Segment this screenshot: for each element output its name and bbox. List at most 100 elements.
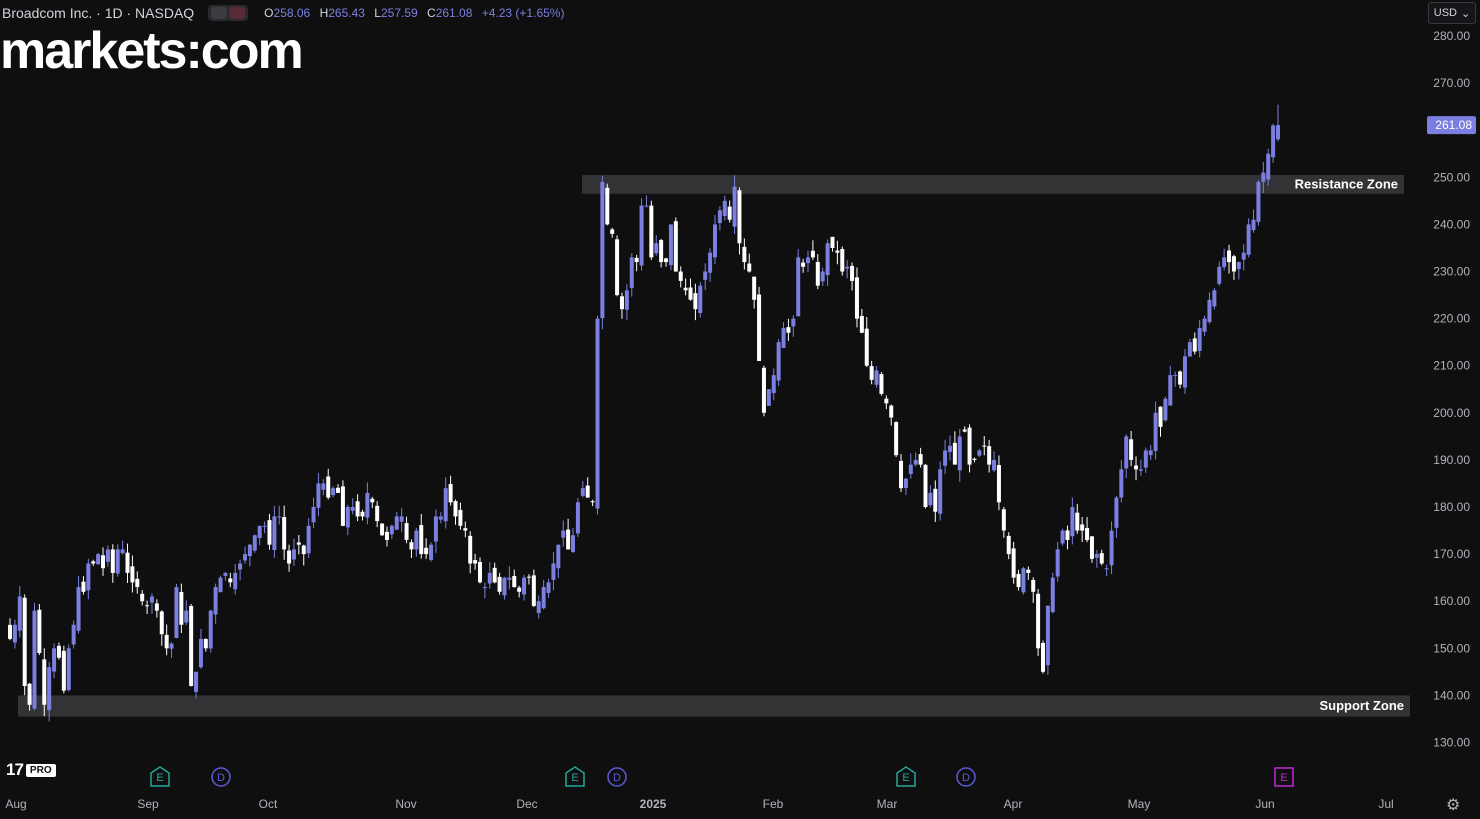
candle-body — [747, 263, 752, 272]
candle-body — [801, 262, 806, 267]
event-label: D — [217, 772, 225, 784]
candle-body — [571, 535, 576, 553]
candle-body — [708, 252, 713, 273]
candle-body — [1276, 125, 1280, 140]
candle-body — [840, 248, 845, 272]
candle-body — [52, 648, 57, 672]
candle-body — [712, 224, 717, 258]
candle-body — [164, 634, 169, 649]
candle-body — [634, 257, 639, 263]
zone-band — [18, 695, 1410, 717]
dividend-event-icon[interactable] — [607, 767, 627, 787]
candle-body — [61, 650, 66, 691]
candle-body — [316, 483, 321, 508]
symbol-title[interactable]: Broadcom Inc. · 1D · NASDAQ — [2, 5, 195, 21]
hide-icon[interactable] — [229, 7, 246, 19]
candle-body — [194, 671, 199, 692]
candle-body — [615, 239, 620, 296]
candle-body — [110, 549, 115, 573]
candle-body — [1153, 412, 1158, 451]
tradingview-logo[interactable]: 17 PRO — [6, 760, 56, 780]
candle-body — [1099, 553, 1104, 564]
candle-body — [252, 535, 257, 551]
candle-body — [566, 529, 571, 550]
upcoming-earnings-event-icon[interactable] — [1274, 767, 1294, 787]
candle-body — [384, 531, 389, 540]
candle-body — [649, 205, 654, 258]
candle-body — [820, 271, 825, 282]
candle-body — [414, 530, 419, 550]
candle-body — [247, 544, 252, 557]
candle-body — [610, 229, 615, 234]
currency-selector[interactable]: USD ⌄ — [1428, 2, 1476, 24]
candle-body — [742, 246, 747, 263]
candle-body — [923, 464, 928, 507]
candle-body — [899, 460, 904, 489]
candle-body — [76, 587, 81, 631]
zones-layer: Resistance Zone Support Zone — [18, 174, 1410, 717]
candle-body — [835, 250, 840, 253]
earnings-event-icon[interactable] — [150, 766, 170, 787]
eye-icon[interactable] — [211, 7, 228, 19]
gear-icon[interactable]: ⚙ — [1446, 797, 1461, 814]
x-tick-label: Sep — [137, 797, 159, 811]
candle-body — [394, 516, 399, 530]
candle-body — [536, 601, 541, 613]
earnings-event-icon[interactable] — [896, 766, 916, 787]
candle-body — [619, 296, 624, 310]
candle-body — [933, 488, 938, 512]
candle-body — [282, 517, 287, 550]
candle-body — [419, 525, 424, 555]
candle-body — [732, 186, 737, 227]
candle-body — [463, 528, 468, 531]
candle-body — [56, 645, 61, 658]
dividend-event-icon[interactable] — [956, 767, 976, 787]
y-tick-label: 130.00 — [1433, 736, 1470, 750]
candle-body — [1236, 262, 1241, 270]
candle-body — [468, 535, 473, 564]
candle-body — [1075, 512, 1080, 531]
candle-body — [1085, 528, 1090, 540]
candle-body — [1251, 219, 1256, 231]
candle-body — [477, 561, 482, 583]
candle-body — [845, 266, 850, 269]
high-value: 265.43 — [328, 6, 365, 20]
candle-body — [830, 236, 835, 248]
candle-body — [1001, 509, 1006, 531]
dividend-event-icon[interactable] — [211, 767, 231, 787]
candle-body — [497, 576, 502, 592]
candle-body — [859, 315, 864, 333]
candle-body — [551, 563, 556, 580]
candle-body — [585, 485, 590, 498]
candle-body — [22, 597, 27, 686]
candle-body — [541, 587, 546, 609]
candle-body — [1217, 266, 1222, 284]
candle-body — [277, 516, 282, 518]
tv-mark: 17 — [6, 760, 24, 779]
candle-body — [717, 210, 722, 224]
candle-body — [918, 454, 923, 465]
candle-body — [399, 516, 404, 522]
y-tick-label: 170.00 — [1433, 547, 1470, 561]
candle-body — [424, 547, 429, 555]
candle-body — [238, 563, 243, 570]
candle-body — [1178, 371, 1183, 385]
y-tick-label: 190.00 — [1433, 453, 1470, 467]
visibility-toggle[interactable] — [208, 5, 249, 21]
candle-body — [86, 563, 91, 591]
x-tick-label: Oct — [259, 797, 278, 811]
candle-body — [272, 516, 277, 551]
earnings-event-icon[interactable] — [565, 766, 585, 787]
candle-body — [1256, 182, 1261, 222]
candle-body — [179, 591, 184, 625]
last-price-label: 261.08 — [1435, 118, 1472, 132]
candle-body — [654, 243, 659, 254]
y-tick-label: 230.00 — [1433, 265, 1470, 279]
candle-body — [982, 445, 987, 447]
candle-body — [242, 554, 247, 561]
zone-band — [582, 174, 1404, 194]
candle-body — [473, 560, 478, 564]
candle-body — [913, 459, 918, 465]
